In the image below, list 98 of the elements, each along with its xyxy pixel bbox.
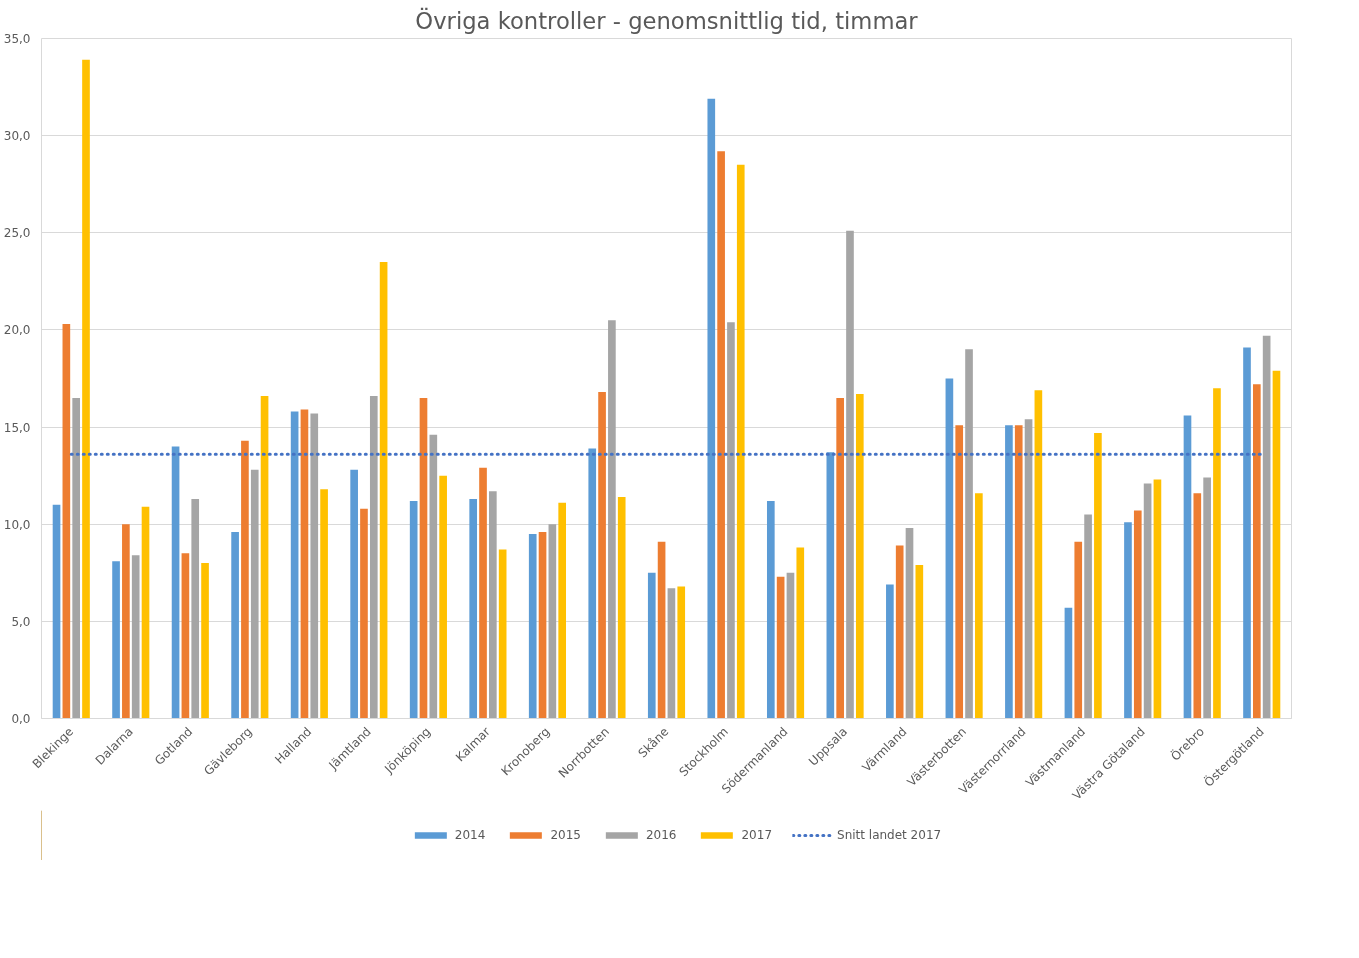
bar xyxy=(1243,347,1251,719)
bar xyxy=(657,541,666,719)
bar xyxy=(52,504,61,719)
bar xyxy=(469,498,478,719)
bar xyxy=(131,555,140,719)
bar xyxy=(409,500,418,719)
bar xyxy=(231,531,239,719)
bar xyxy=(439,475,447,719)
chart-title: Övriga kontroller - genomsnittlig tid, timmar xyxy=(415,6,919,34)
bar xyxy=(350,469,358,719)
bar xyxy=(171,446,180,719)
bar xyxy=(528,533,537,719)
bar xyxy=(300,409,309,719)
bar xyxy=(707,98,716,719)
bar xyxy=(429,434,438,719)
bar xyxy=(855,394,864,719)
legend-label: 2017 xyxy=(741,828,773,842)
bar xyxy=(141,506,150,719)
bar xyxy=(955,425,964,719)
bar xyxy=(290,411,299,719)
y-tick-label: 25,0 xyxy=(3,226,31,241)
bar xyxy=(886,584,894,719)
bar xyxy=(598,392,606,719)
y-tick-label: 30,0 xyxy=(3,129,31,144)
bar xyxy=(826,452,835,719)
bar xyxy=(786,572,795,719)
bar xyxy=(905,528,914,719)
bar xyxy=(1183,415,1192,719)
bar xyxy=(310,413,319,719)
y-tick-label: 15,0 xyxy=(3,420,31,435)
bar xyxy=(945,378,954,719)
bar xyxy=(1193,493,1202,719)
bar xyxy=(250,469,259,719)
bar xyxy=(975,493,983,719)
bar xyxy=(1133,510,1142,719)
y-tick-label: 5,0 xyxy=(11,614,31,629)
bar xyxy=(1262,335,1271,719)
bar xyxy=(667,588,676,719)
bar xyxy=(489,491,497,719)
bar xyxy=(1124,522,1132,719)
bar xyxy=(419,397,428,719)
y-tick-label: 0,0 xyxy=(11,712,31,726)
bar xyxy=(241,440,249,719)
bar xyxy=(72,397,80,719)
bar xyxy=(647,572,656,719)
bar xyxy=(479,467,487,719)
bar xyxy=(677,586,686,719)
bar xyxy=(766,500,775,719)
bar xyxy=(558,502,567,719)
legend-label: 2016 xyxy=(645,828,677,842)
bar xyxy=(498,549,507,719)
bar xyxy=(1005,425,1013,719)
legend-label: 2015 xyxy=(550,828,581,842)
bar xyxy=(191,498,200,719)
bar xyxy=(320,489,328,719)
bar xyxy=(915,565,924,719)
bar xyxy=(1064,607,1073,719)
bar xyxy=(965,349,973,719)
y-tick-label: 20,0 xyxy=(3,323,31,338)
bar xyxy=(548,524,557,719)
y-tick-label: 35,0 xyxy=(3,32,31,46)
bar xyxy=(1094,432,1102,719)
bar xyxy=(1143,483,1152,719)
bar xyxy=(260,395,269,719)
bar xyxy=(895,545,904,719)
bar xyxy=(846,230,854,719)
bar xyxy=(1213,388,1221,719)
bar xyxy=(588,448,597,719)
y-tick-label: 10,0 xyxy=(3,517,31,532)
bar xyxy=(836,397,844,719)
bar xyxy=(727,322,735,719)
bar xyxy=(1253,384,1261,719)
bar xyxy=(122,524,130,719)
bar xyxy=(608,320,616,719)
bar xyxy=(379,261,388,719)
bar xyxy=(796,547,805,719)
bar xyxy=(1034,390,1043,719)
bar xyxy=(538,531,547,719)
bar xyxy=(717,151,725,719)
bar xyxy=(360,508,368,719)
bar xyxy=(1084,514,1092,719)
legend-label: Snitt landet 2017 xyxy=(837,828,942,842)
bar xyxy=(369,395,378,719)
bar xyxy=(62,324,71,719)
bar xyxy=(1203,477,1211,719)
bar xyxy=(201,563,209,719)
bar xyxy=(181,553,190,719)
bar xyxy=(112,561,120,719)
bar xyxy=(1074,541,1083,719)
bar xyxy=(1014,425,1023,719)
bar xyxy=(776,576,785,719)
bar xyxy=(617,497,626,719)
legend-label: 2014 xyxy=(454,828,486,842)
bar xyxy=(736,164,745,719)
bar xyxy=(82,59,90,719)
bar xyxy=(1272,370,1281,719)
bar xyxy=(1024,419,1033,719)
bar xyxy=(1153,479,1162,719)
